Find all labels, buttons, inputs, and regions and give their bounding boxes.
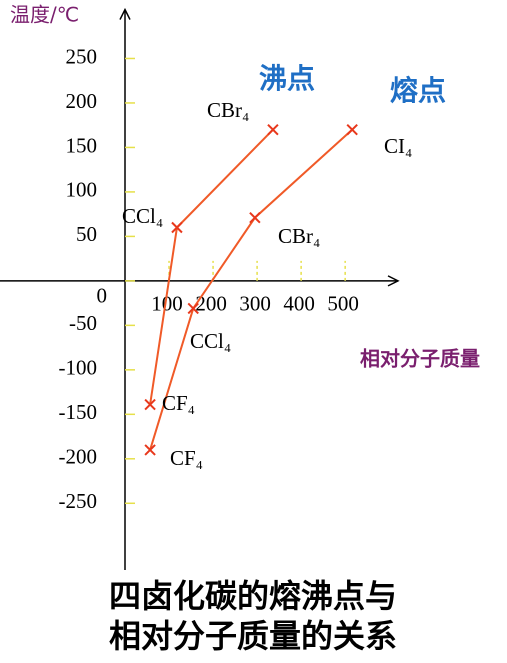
point-marker [171, 221, 183, 234]
series-line [149, 128, 353, 451]
point-marker [187, 302, 199, 315]
x-axis-arrow [387, 275, 400, 287]
series-label: 沸点 [259, 62, 315, 95]
y-tick-label: -100 [59, 356, 98, 380]
point-marker [144, 444, 156, 456]
x-tick-label: 500 [327, 292, 359, 316]
series-label: 熔点 [390, 74, 446, 107]
annotation: CCl₄ [122, 204, 163, 228]
point-marker [249, 212, 261, 224]
annotation: CF₄ [170, 446, 203, 470]
point-marker [267, 123, 279, 136]
annotation: CI₄ [384, 134, 412, 158]
y-tick-label: -250 [59, 489, 98, 513]
x-tick-label: 300 [239, 292, 271, 316]
y-tick-label: 50 [76, 222, 97, 246]
point-marker [144, 398, 156, 411]
y-tick-label: -50 [69, 311, 97, 335]
y-tick-label: 250 [66, 44, 98, 68]
x-tick-label: 200 [195, 292, 227, 316]
y-tick-label: 200 [66, 89, 98, 113]
y-axis-arrow [119, 7, 131, 20]
annotation: CBr₄ [207, 98, 249, 122]
y-tick-label: -200 [59, 445, 98, 469]
chart-title: 相对分子质量的关系 [109, 617, 397, 655]
chart-title: 四卤化碳的熔沸点与 [109, 577, 397, 615]
y-tick-label: 100 [66, 178, 98, 202]
point-marker [346, 123, 358, 136]
y-tick-label: -150 [59, 400, 98, 424]
annotation: CF₄ [162, 391, 195, 415]
x-axis-label: 相对分子质量 [360, 347, 480, 371]
annotation: CCl₄ [190, 329, 231, 353]
y-tick-label: 0 [97, 284, 108, 308]
y-axis-label: 温度/℃ [10, 3, 79, 27]
x-tick-label: 400 [283, 292, 315, 316]
y-tick-label: 150 [66, 133, 98, 157]
annotation: CBr₄ [278, 224, 320, 248]
